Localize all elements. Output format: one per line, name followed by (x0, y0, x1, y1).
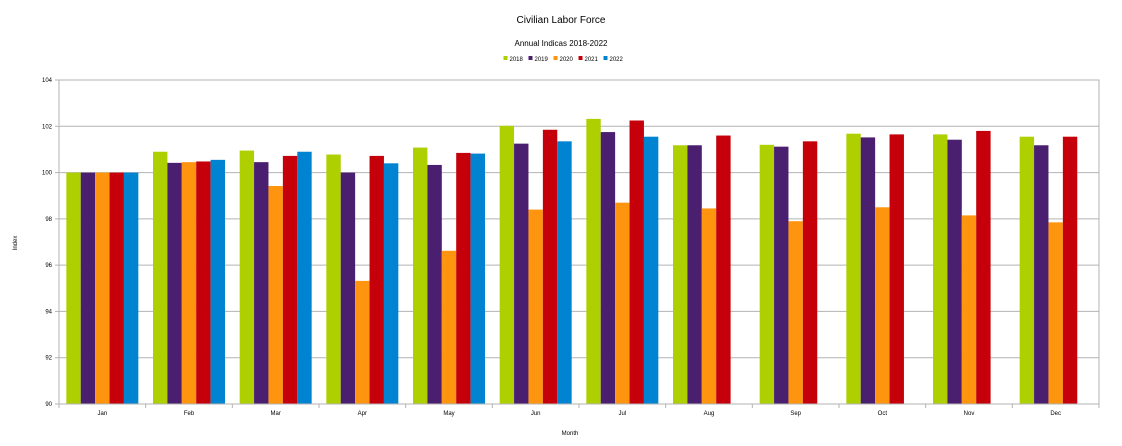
chart-title: Civilian Labor Force (517, 15, 606, 26)
bar-2022-apr (383, 163, 399, 404)
bar-2020-may (441, 250, 457, 404)
bar-2019-feb (167, 162, 182, 404)
bar-2018-jan (66, 172, 81, 404)
x-tick-label: Aug (704, 411, 715, 417)
y-tick-label: 100 (42, 171, 53, 177)
bar-2022-jan (123, 172, 139, 404)
bar-2020-jun (528, 209, 543, 404)
bar-2019-aug (687, 145, 702, 404)
x-tick-label: Jun (531, 411, 541, 417)
bar-2021-jun (542, 129, 558, 404)
x-tick-label: May (443, 411, 454, 417)
x-tick-label: Dec (1050, 411, 1061, 417)
bar-2021-jul (629, 120, 644, 404)
bar-2019-apr (340, 172, 356, 404)
y-tick-label: 102 (42, 124, 53, 130)
y-axis-ticks: 90 92 94 96 98 100 102 104 (42, 78, 59, 408)
legend-swatch-2022 (603, 56, 608, 60)
y-tick-label: 98 (45, 217, 52, 223)
x-tick-label: Sep (790, 411, 801, 417)
bar-2021-apr (369, 155, 384, 404)
legend-label-2020: 2020 (560, 57, 574, 63)
bar-2019-may (427, 164, 442, 404)
x-tick-label: Jul (618, 411, 626, 417)
bar-2018-may (413, 147, 428, 404)
bar-2021-oct (889, 134, 904, 404)
bar-2021-feb (196, 161, 211, 404)
gridlines (59, 79, 1099, 405)
legend-swatch-2018 (503, 56, 508, 60)
bar-2019-jun (514, 143, 529, 404)
bars (66, 118, 1078, 405)
y-tick-label: 96 (45, 263, 52, 269)
bar-2018-dec (1019, 136, 1035, 404)
bar-2021-mar (282, 155, 298, 404)
y-tick-label: 104 (42, 78, 53, 84)
x-axis-ticks: Jan Feb Mar Apr May Jun Jul Aug Sep Oct Nov Dec (58, 404, 1100, 417)
x-tick-label: Oct (878, 411, 888, 417)
bar-2021-dec (1062, 136, 1078, 404)
bar-2020-mar (268, 185, 283, 404)
bar-2020-jan (95, 172, 110, 404)
y-tick-label: 90 (45, 402, 52, 408)
bar-2022-feb (210, 159, 225, 404)
bar-2018-nov (933, 134, 948, 404)
bar-2021-jan (109, 172, 124, 404)
bar-2021-nov (976, 130, 991, 404)
bar-2020-feb (181, 162, 197, 404)
x-tick-label: Apr (358, 411, 367, 417)
legend-label-2022: 2022 (610, 57, 624, 63)
bar-2020-aug (701, 208, 717, 404)
bar-2018-mar (239, 150, 255, 404)
bar-2018-sep (759, 144, 775, 405)
bar-2020-sep (788, 221, 803, 404)
x-tick-label: Mar (270, 411, 280, 417)
bar-2022-jun (557, 141, 572, 405)
bar-2019-nov (947, 139, 962, 405)
bar-2018-oct (846, 133, 861, 405)
bar-2020-jul (615, 202, 630, 404)
legend: 2018 2019 2020 2021 2022 (503, 56, 624, 63)
bar-2022-mar (297, 151, 312, 404)
x-axis-label: Month (562, 431, 579, 437)
x-tick-label: Jan (97, 411, 107, 417)
bar-2019-jan (80, 172, 96, 404)
y-axis-label: Index (13, 236, 19, 251)
bar-2018-jul (586, 118, 601, 404)
chart-subtitle: Annual Indicas 2018-2022 (515, 39, 609, 48)
bar-2022-may (470, 153, 485, 404)
bar-2021-aug (716, 135, 731, 405)
legend-label-2019: 2019 (535, 57, 549, 63)
bar-2019-oct (860, 137, 876, 404)
bar-2019-mar (254, 162, 269, 404)
bar-2018-feb (153, 151, 168, 404)
bar-2019-sep (774, 146, 789, 404)
bar-2019-jul (600, 132, 616, 405)
bar-2021-sep (802, 141, 818, 405)
bar-2020-apr (355, 280, 370, 404)
bar-2018-aug (673, 145, 688, 404)
bar-2018-apr (326, 154, 341, 404)
legend-swatch-2020 (553, 56, 558, 60)
x-tick-label: Nov (964, 411, 975, 417)
bar-2020-oct (875, 207, 890, 404)
legend-swatch-2021 (578, 56, 583, 60)
y-tick-label: 94 (45, 309, 52, 315)
bar-2021-may (456, 152, 471, 404)
bar-2018-jun (499, 125, 515, 404)
bar-2020-dec (1048, 222, 1063, 404)
legend-label-2018: 2018 (510, 57, 524, 63)
legend-label-2021: 2021 (585, 57, 599, 63)
bar-2019-dec (1034, 145, 1049, 404)
bar-2020-nov (961, 215, 977, 404)
legend-swatch-2019 (528, 56, 533, 60)
y-tick-label: 92 (45, 356, 52, 362)
x-tick-label: Feb (184, 411, 195, 417)
bar-2022-jul (643, 136, 659, 404)
